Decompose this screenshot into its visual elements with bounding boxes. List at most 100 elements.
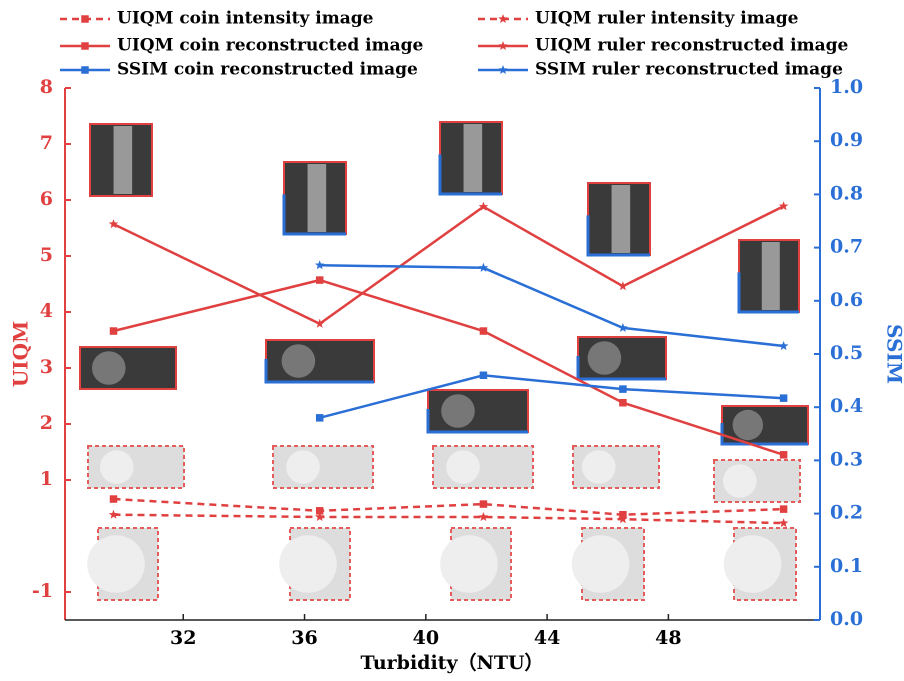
y-tick-label: 1: [40, 468, 53, 490]
x-tick-label: 48: [655, 627, 681, 649]
y2-tick-label: 0.7: [830, 236, 863, 258]
point: [315, 507, 324, 515]
thumbnail-detail: [279, 535, 337, 593]
legend-marker: [498, 41, 508, 50]
thumbnail-detail: [286, 450, 320, 484]
thumbnail-detail: [446, 450, 480, 484]
thumbnail-detail: [440, 535, 498, 593]
legend-marker: [81, 15, 89, 23]
y2-tick-label: 0.9: [830, 129, 863, 151]
thumbnail-detail: [723, 535, 782, 593]
y-tick-label: 6: [40, 188, 53, 210]
y2-axis-label: SSIM: [883, 324, 904, 384]
y-tick-label: 3: [40, 356, 53, 378]
y2-tick-label: 1.0: [830, 76, 863, 98]
legend-label: SSIM coin reconstructed image: [117, 60, 418, 80]
point: [314, 512, 325, 521]
thumbnail-detail: [732, 409, 763, 441]
legend-marker: [81, 66, 89, 74]
y-axis-label: UIQM: [9, 321, 33, 387]
point: [779, 394, 788, 402]
y-tick-label: 8: [40, 76, 53, 98]
point: [108, 219, 119, 229]
legend-label: SSIM ruler reconstructed image: [535, 60, 843, 80]
x-axis-label: Turbidity（NTU）: [360, 651, 543, 674]
thumbnail-detail: [463, 124, 483, 192]
point: [618, 281, 628, 291]
y2-tick-label: 0.1: [830, 555, 863, 577]
y2-tick-label: 0.8: [830, 182, 863, 204]
series-line: [319, 263, 784, 348]
thumbnail-detail: [587, 341, 622, 375]
point: [479, 327, 488, 335]
y2-tick-label: 0.2: [830, 502, 863, 524]
legend-label: UIQM coin intensity image: [117, 9, 374, 29]
thumbnail-detail: [113, 126, 133, 194]
thumbnail-detail: [281, 344, 316, 378]
point: [479, 500, 488, 508]
point: [778, 201, 789, 211]
y2-tick-label: 0.6: [830, 289, 863, 311]
legend-label: UIQM ruler reconstructed image: [535, 36, 849, 56]
y-tick-label: -1: [32, 580, 53, 602]
x-tick-label: 36: [291, 627, 317, 649]
thumbnail-detail: [611, 185, 631, 253]
thumbnails: [79, 121, 809, 601]
series-line: [113, 497, 784, 516]
point: [108, 509, 119, 519]
thumbnail-detail: [761, 242, 780, 310]
thumbnail-detail: [723, 464, 757, 498]
thumbnail-border: [264, 358, 374, 384]
point: [315, 276, 324, 284]
legend-marker: [81, 42, 89, 50]
thumbnail-detail: [307, 164, 327, 232]
y-tick-label: 4: [40, 300, 53, 322]
point: [619, 385, 627, 393]
thumbnail-detail: [582, 450, 616, 484]
thumbnail-border: [737, 272, 799, 314]
point: [779, 505, 788, 513]
thumbnail-border: [586, 215, 650, 257]
x-tick-label: 40: [413, 627, 439, 649]
legend-marker: [498, 14, 508, 23]
point: [314, 318, 325, 328]
thumbnail-border: [282, 194, 346, 236]
legend-marker: [498, 65, 508, 74]
point: [619, 398, 627, 407]
y2-tick-label: 0.4: [830, 395, 863, 417]
y-tick-label: 2: [40, 412, 53, 434]
x-tick-label: 44: [534, 627, 560, 649]
point: [778, 341, 789, 351]
legend-label: UIQM ruler intensity image: [535, 9, 799, 29]
thumbnail-detail: [92, 351, 126, 385]
thumbnail-detail: [87, 535, 145, 593]
point: [778, 518, 789, 528]
series-line: [319, 374, 784, 420]
series-line: [113, 513, 784, 525]
point: [478, 512, 489, 521]
x-tick-label: 32: [170, 627, 196, 649]
point: [779, 451, 788, 459]
y-tick-label: 7: [40, 132, 53, 154]
point: [478, 201, 489, 211]
y-tick-label: 5: [40, 244, 53, 266]
point: [618, 322, 628, 332]
point: [314, 260, 325, 270]
thumbnail-border: [720, 423, 808, 446]
y2-tick-label: 0.5: [830, 342, 863, 364]
thumbnail-detail: [441, 394, 475, 428]
point: [109, 327, 118, 335]
thumbnail: [427, 389, 529, 433]
legend-label: UIQM coin reconstructed image: [117, 36, 423, 56]
thumbnail-detail: [571, 535, 630, 593]
point: [315, 414, 324, 422]
point: [479, 371, 488, 380]
point: [109, 495, 118, 503]
point: [618, 514, 628, 524]
thumbnail-border: [438, 154, 502, 196]
y2-tick-label: 0.0: [830, 608, 863, 630]
point: [478, 262, 489, 272]
y2-tick-label: 0.3: [830, 448, 863, 470]
thumbnail-detail: [100, 450, 134, 484]
